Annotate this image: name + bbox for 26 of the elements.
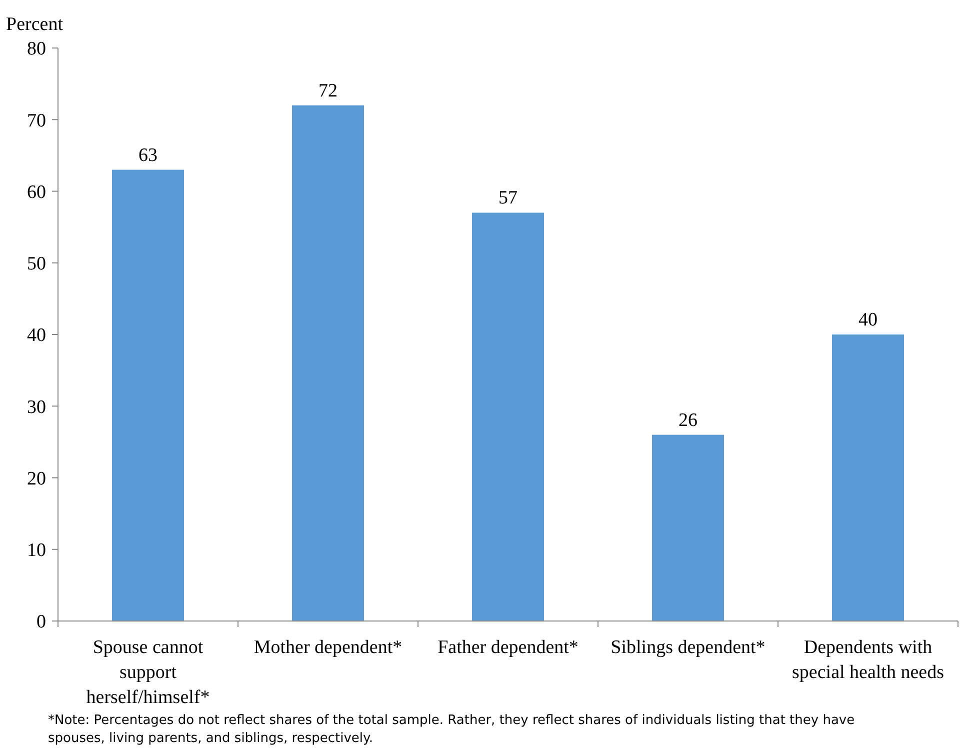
y-axis-title: Percent [6, 14, 64, 35]
data-label: 57 [498, 188, 518, 209]
y-tick-label: 60 [27, 182, 46, 203]
x-tick-label: Father dependent* [438, 637, 578, 658]
y-tick-label: 20 [27, 468, 46, 490]
data-label: 26 [678, 410, 698, 431]
data-label: 63 [138, 144, 158, 166]
x-tick-label: Dependents with special health needs [792, 637, 944, 683]
y-tick-label: 80 [27, 38, 46, 60]
text: *Note: Percentages do not reflect shares of the total sample. Rather, they reflect shares of individuals listing that they have spouses, living parents, and siblings, respectively. [48, 713, 855, 746]
bar [112, 170, 184, 621]
x-tick-label: Mother dependent* [254, 637, 402, 658]
bar [652, 434, 724, 621]
y-tick-label: 70 [27, 110, 46, 132]
x-tick-label: Siblings dependent* [610, 637, 766, 658]
bar [832, 334, 904, 621]
y-tick-label: 10 [27, 540, 46, 562]
y-tick-label: 40 [27, 325, 46, 346]
y-tick-label: 50 [27, 254, 46, 275]
data-label: 40 [858, 310, 878, 330]
y-tick-label: 0 [36, 612, 46, 633]
y-tick-label: 30 [27, 396, 46, 418]
x-tick-label: Spouse cannot support herself/himself* [86, 637, 210, 708]
bar [292, 105, 364, 621]
bar [472, 212, 544, 621]
data-label: 72 [318, 80, 338, 102]
